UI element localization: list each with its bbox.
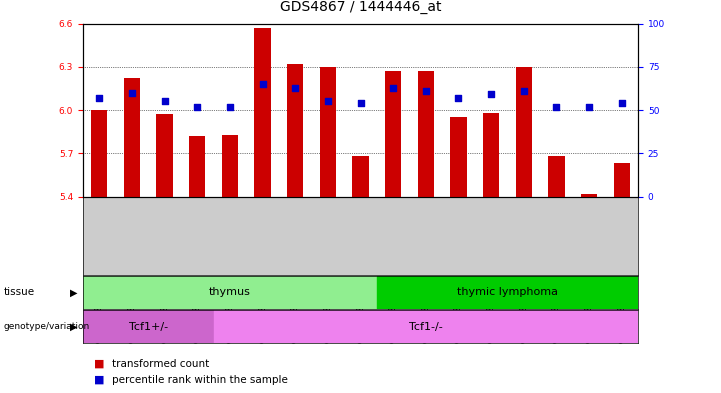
Bar	[91, 110, 107, 196]
Bar	[222, 134, 238, 196]
Bar	[548, 156, 565, 196]
Text: genotype/variation: genotype/variation	[4, 322, 90, 331]
Bar	[83, 310, 213, 343]
Bar	[353, 156, 368, 196]
Bar	[83, 276, 377, 309]
Point	[583, 103, 595, 110]
Text: Tcf1-/-: Tcf1-/-	[409, 321, 443, 332]
Bar	[156, 114, 173, 196]
Text: thymus: thymus	[209, 287, 251, 298]
Point	[420, 88, 432, 94]
Point	[355, 100, 366, 106]
Point	[94, 95, 105, 101]
Point	[257, 81, 268, 87]
Bar	[581, 194, 597, 196]
Point	[126, 90, 138, 96]
Point	[322, 98, 334, 105]
Bar	[213, 310, 638, 343]
Text: Tcf1+/-: Tcf1+/-	[128, 321, 168, 332]
Point	[518, 88, 529, 94]
Text: tissue: tissue	[4, 287, 35, 298]
Point	[289, 84, 301, 91]
Text: ■: ■	[94, 358, 105, 369]
Point	[159, 98, 170, 105]
Bar	[377, 276, 638, 309]
Point	[192, 103, 203, 110]
Text: ▶: ▶	[70, 287, 77, 298]
Text: ■: ■	[94, 375, 105, 385]
Bar	[319, 67, 336, 196]
Point	[551, 103, 562, 110]
Text: GDS4867 / 1444446_at: GDS4867 / 1444446_at	[280, 0, 441, 14]
Bar	[255, 28, 270, 196]
Text: ▶: ▶	[70, 321, 77, 332]
Text: percentile rank within the sample: percentile rank within the sample	[112, 375, 288, 385]
Bar	[417, 71, 434, 196]
Bar	[516, 67, 532, 196]
Point	[387, 84, 399, 91]
Point	[616, 100, 627, 106]
Point	[453, 95, 464, 101]
Bar	[614, 163, 630, 196]
Bar	[385, 71, 402, 196]
Bar	[451, 117, 466, 196]
Bar	[124, 78, 140, 196]
Text: thymic lymphoma: thymic lymphoma	[457, 287, 558, 298]
Text: transformed count: transformed count	[112, 358, 209, 369]
Point	[224, 103, 236, 110]
Bar	[189, 136, 205, 196]
Bar	[483, 113, 500, 196]
Point	[485, 91, 497, 97]
Bar	[287, 64, 304, 196]
